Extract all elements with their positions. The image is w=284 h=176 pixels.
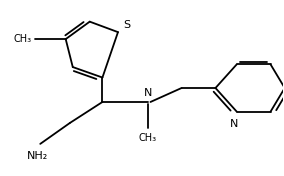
Text: NH₂: NH₂ (27, 151, 48, 161)
Text: N: N (230, 119, 238, 128)
Text: CH₃: CH₃ (139, 133, 157, 143)
Text: S: S (124, 20, 131, 30)
Text: CH₃: CH₃ (14, 34, 32, 44)
Text: N: N (143, 89, 152, 99)
